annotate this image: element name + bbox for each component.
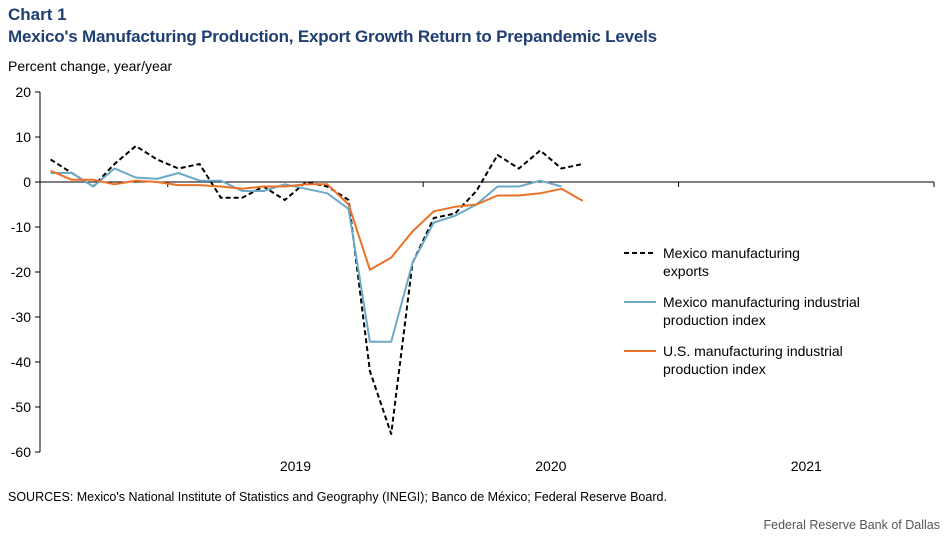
y-tick-label: 0: [23, 174, 31, 190]
legend-label: Mexico manufacturing industrial: [663, 294, 860, 310]
x-tick-label: 2019: [280, 458, 311, 474]
y-axis-label: Percent change, year/year: [8, 58, 173, 74]
series-line-1: [50, 145, 584, 435]
x-tick-label: 2021: [791, 458, 822, 474]
legend-label: production index: [663, 361, 766, 377]
y-axis: 20 10 0 -10 -20 -30 -40 -50 -60: [11, 84, 41, 460]
series-line-2: [50, 167, 562, 343]
chart-title: Mexico's Manufacturing Production, Expor…: [8, 27, 657, 46]
x-axis: 2019 2020 2021: [40, 181, 935, 474]
y-tick-label: 20: [15, 84, 31, 100]
legend-label: production index: [663, 312, 766, 328]
legend: Mexico manufacturing exports Mexico manufa…: [624, 245, 860, 377]
sources-note: SOURCES: Mexico's National Institute of …: [8, 490, 667, 504]
legend-label: exports: [663, 263, 709, 279]
legend-label: U.S. manufacturing industrial: [663, 343, 843, 359]
credit-note: Federal Reserve Bank of Dallas: [763, 518, 940, 532]
series-group: [50, 145, 584, 435]
y-tick-label: -50: [11, 399, 31, 415]
legend-label: Mexico manufacturing: [663, 245, 800, 261]
y-tick-label: -10: [11, 219, 31, 235]
chart-label: Chart 1: [8, 5, 67, 24]
series-line-3: [50, 169, 584, 271]
y-tick-label: -20: [11, 264, 31, 280]
x-tick-label: 2020: [535, 458, 566, 474]
y-tick-label: -30: [11, 309, 31, 325]
y-tick-label: -60: [11, 444, 31, 460]
y-tick-label: -40: [11, 354, 31, 370]
y-tick-label: 10: [15, 129, 31, 145]
